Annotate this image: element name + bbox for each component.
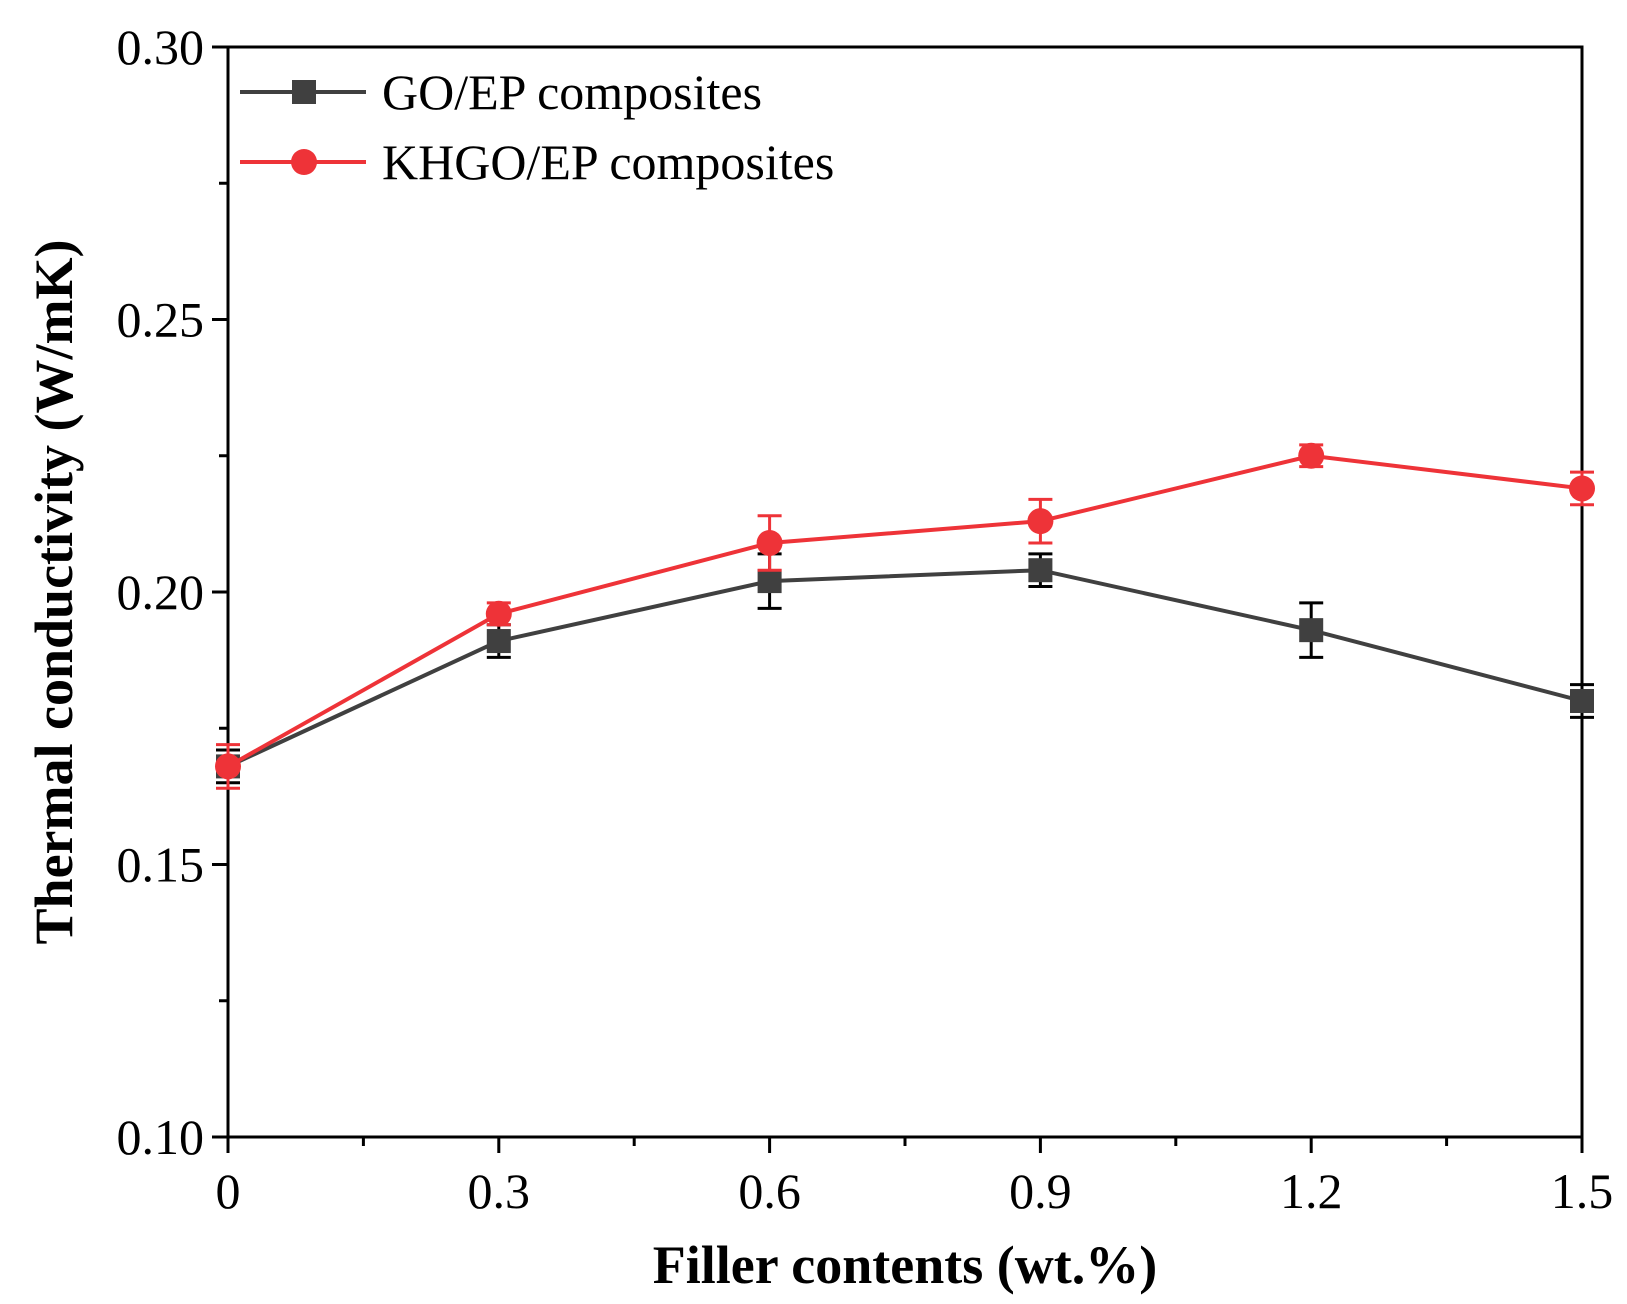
series-layer <box>215 442 1595 790</box>
plot-area-frame <box>226 45 1584 1139</box>
y-tick-label: 0.15 <box>117 837 205 893</box>
x-tick-label: 1.5 <box>1551 1163 1614 1219</box>
series-line <box>227 568 1583 769</box>
legend-label: GO/EP composites <box>382 64 762 120</box>
legend: GO/EP composites KHGO/EP composites <box>240 64 834 190</box>
legend-marker-square <box>292 80 316 104</box>
y-tick-label: 0.10 <box>117 1109 205 1165</box>
x-tick-label: 0.6 <box>738 1163 801 1219</box>
series-2 <box>215 442 1595 790</box>
data-point-circle <box>215 753 241 780</box>
legend-item-1: GO/EP composites <box>240 64 762 120</box>
x-axis-title: Filler contents (wt.%) <box>653 1235 1157 1295</box>
y-tick-label: 0.20 <box>117 564 205 620</box>
x-tick-label: 0.9 <box>1009 1163 1072 1219</box>
y-tick-label: 0.30 <box>117 19 205 75</box>
y-axis-title: Thermal conductivity (W/mK) <box>24 240 84 945</box>
data-point-square <box>1570 689 1594 713</box>
data-point-circle <box>1569 475 1595 502</box>
series-1 <box>216 552 1594 785</box>
data-point-circle <box>1298 442 1325 469</box>
legend-marker-circle <box>291 149 317 175</box>
y-axis-ticks: 0.10 0.15 0.20 0.25 0.30 <box>117 19 228 1165</box>
data-point-circle <box>1027 508 1054 535</box>
x-tick-label: 0.3 <box>468 1163 531 1219</box>
data-point-square <box>1299 618 1324 643</box>
data-point-circle <box>485 600 512 627</box>
legend-item-2: KHGO/EP composites <box>240 134 834 190</box>
x-axis-ticks: 0 0.3 0.6 0.9 1.2 1.5 <box>216 1137 1614 1219</box>
legend-label: KHGO/EP composites <box>382 134 834 190</box>
series-line <box>227 453 1583 769</box>
data-point-square <box>1028 558 1053 583</box>
data-point-square <box>486 629 511 654</box>
x-tick-label: 1.2 <box>1280 1163 1343 1219</box>
x-tick-label: 0 <box>216 1163 241 1219</box>
data-point-circle <box>756 529 783 556</box>
data-point-square <box>757 569 782 594</box>
y-tick-label: 0.25 <box>117 292 205 348</box>
